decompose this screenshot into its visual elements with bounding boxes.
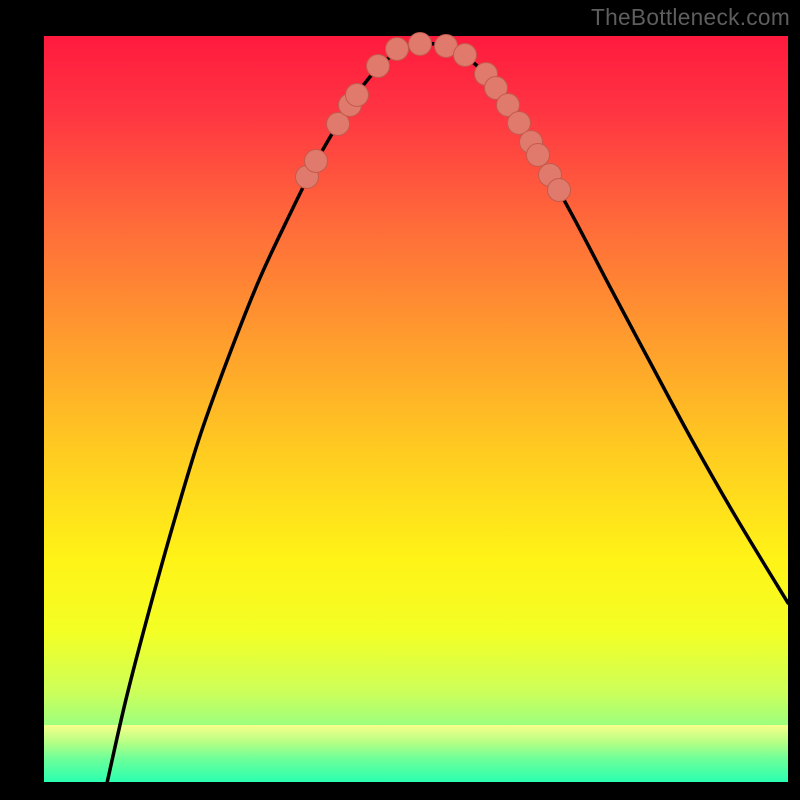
chart-container: TheBottleneck.com xyxy=(0,0,800,800)
plot-gradient-background xyxy=(44,36,788,782)
bottom-green-band xyxy=(44,725,788,782)
watermark-text: TheBottleneck.com xyxy=(591,4,790,31)
